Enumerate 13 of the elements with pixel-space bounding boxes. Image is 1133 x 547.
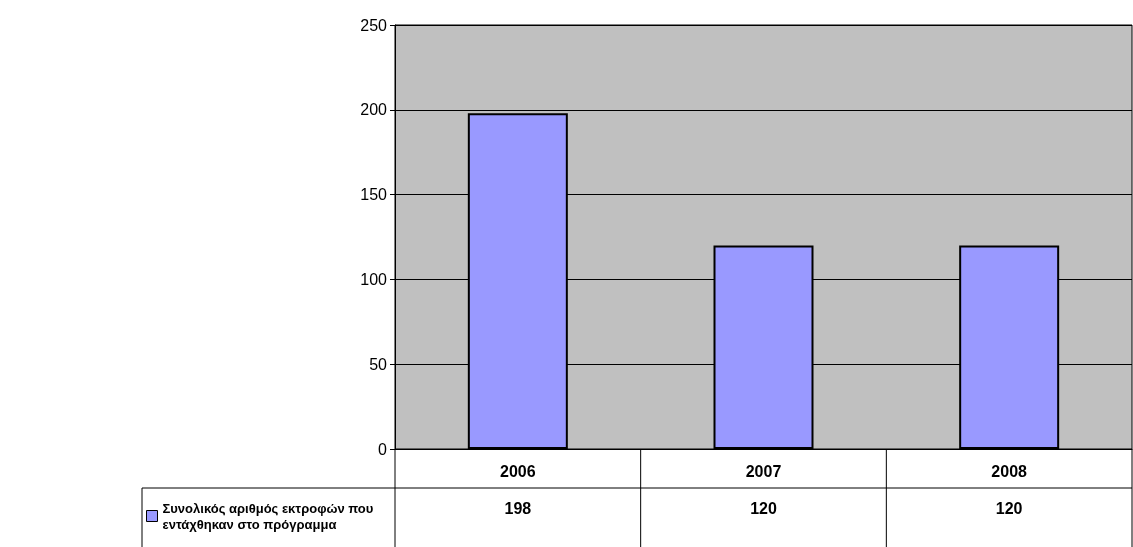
data-label: 198 — [504, 499, 532, 517]
y-tick-label: 150 — [360, 186, 388, 204]
data-label: 120 — [750, 499, 777, 517]
y-tick-label: 0 — [378, 440, 388, 458]
data-label: 120 — [995, 499, 1023, 517]
y-tick-label: 100 — [360, 270, 388, 288]
x-tick-label: 2008 — [991, 462, 1028, 480]
x-tick-label: 2007 — [745, 462, 782, 480]
y-tick-label: 250 — [360, 16, 388, 34]
y-tick-label: 50 — [369, 355, 388, 373]
y-tick-label: 200 — [360, 101, 388, 119]
legend-label: Συνολικός αριθμός εκτροφών που εντάχθηκαν στο πρόγραμμα — [162, 500, 374, 532]
x-tick-label: 2006 — [500, 462, 536, 480]
